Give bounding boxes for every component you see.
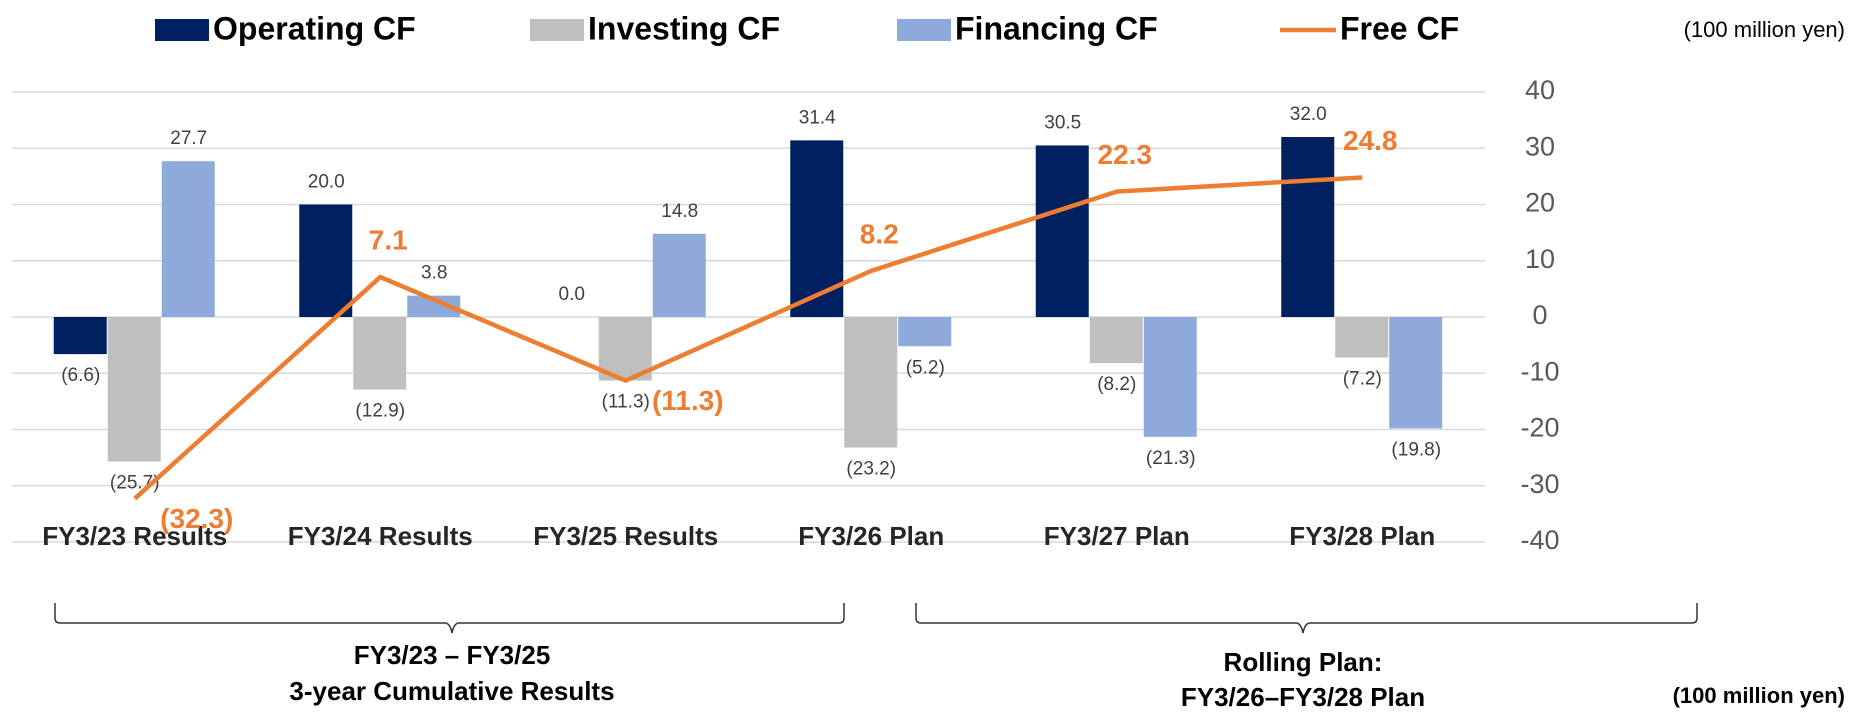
bar	[1143, 317, 1197, 437]
bar	[652, 233, 706, 317]
y-tick-label: 40	[1525, 75, 1555, 105]
y-tick-label: 20	[1525, 188, 1555, 218]
data-label: (5.2)	[906, 357, 945, 378]
data-label: 24.8	[1343, 125, 1398, 156]
data-label: (6.6)	[61, 365, 100, 386]
data-label: 31.4	[799, 107, 836, 128]
y-tick-label: -10	[1520, 356, 1559, 386]
bracket	[915, 603, 1698, 634]
data-label: (11.3)	[602, 392, 650, 413]
data-label: 32.0	[1290, 104, 1327, 125]
data-label: (21.3)	[1146, 448, 1196, 469]
data-label: 7.1	[369, 224, 408, 255]
legend-label: Operating CF	[213, 10, 416, 46]
bar	[598, 317, 652, 381]
bar	[407, 295, 461, 317]
bar	[790, 140, 844, 317]
y-tick-label: -20	[1520, 413, 1559, 443]
line	[133, 175, 1363, 501]
data-label: 30.5	[1044, 112, 1081, 133]
bar	[53, 317, 107, 355]
bar	[1035, 145, 1089, 317]
data-label: (8.2)	[1097, 374, 1136, 395]
y-tick-label: 0	[1532, 300, 1547, 330]
bar	[299, 204, 353, 317]
data-label: 27.7	[170, 128, 207, 149]
bar	[353, 317, 407, 390]
data-label: (23.2)	[846, 459, 896, 480]
legend-swatch	[897, 19, 951, 41]
y-tick-label: 30	[1525, 131, 1555, 161]
x-tick-label: FY3/28 Plan	[1289, 521, 1435, 551]
bracket	[54, 603, 845, 634]
bar	[1335, 317, 1389, 358]
bar	[844, 317, 898, 448]
annotation: FY3/26–FY3/28 Plan	[1181, 682, 1425, 712]
data-label: (32.3)	[160, 503, 233, 534]
unit-label: (100 million yen)	[1684, 17, 1845, 42]
x-tick-label: FY3/24 Results	[288, 521, 473, 551]
x-tick-label: FY3/23 Results	[42, 521, 227, 551]
bar	[898, 317, 952, 347]
annotation: FY3/23 – FY3/25	[354, 640, 551, 670]
data-label: (12.9)	[355, 401, 405, 422]
data-label: 14.8	[661, 201, 698, 222]
annotation: 3-year Cumulative Results	[289, 676, 614, 706]
y-tick-label: 10	[1525, 244, 1555, 274]
y-tick-label: -40	[1520, 525, 1559, 555]
bar	[161, 161, 215, 317]
bar	[107, 317, 161, 462]
legend-label: Financing CF	[955, 10, 1158, 46]
data-label: 0.0	[559, 284, 585, 305]
x-tick-label: FY3/26 Plan	[798, 521, 944, 551]
data-label: (19.8)	[1391, 439, 1441, 460]
annotation: Rolling Plan:	[1224, 647, 1383, 677]
legend-label: Investing CF	[588, 10, 780, 46]
legend-swatch	[530, 19, 584, 41]
bar	[1281, 137, 1335, 317]
legend-label: Free CF	[1340, 10, 1459, 46]
annotation: (100 million yen)	[1673, 683, 1845, 708]
data-label: (7.2)	[1343, 369, 1382, 390]
legend-swatch	[155, 19, 209, 41]
bar	[1089, 317, 1143, 364]
x-tick-label: FY3/25 Results	[533, 521, 718, 551]
data-label: 8.2	[860, 218, 899, 249]
x-tick-label: FY3/27 Plan	[1044, 521, 1190, 551]
data-label: 22.3	[1098, 139, 1153, 170]
y-tick-label: -30	[1520, 469, 1559, 499]
data-label: 3.8	[421, 263, 447, 284]
data-label: 20.0	[308, 172, 345, 193]
bar	[1389, 317, 1443, 429]
data-label: (11.3)	[652, 385, 724, 416]
